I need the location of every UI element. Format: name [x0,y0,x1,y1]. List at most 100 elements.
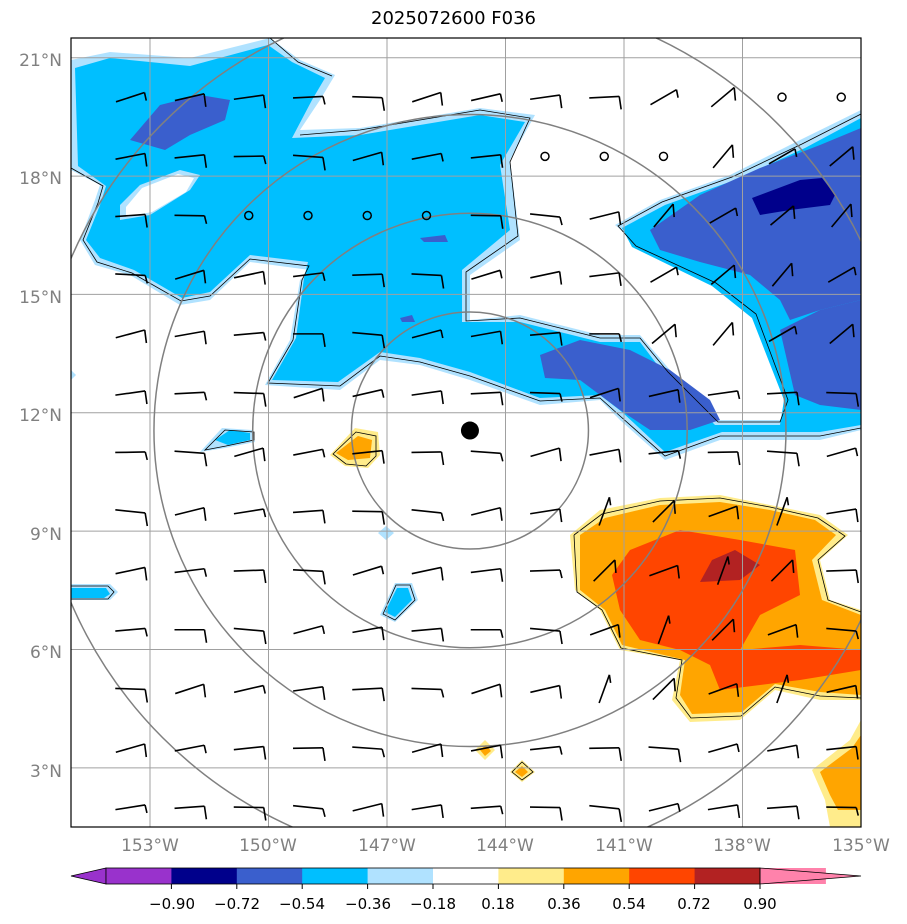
wind-barb [115,451,149,461]
wind-barb [767,623,799,638]
wind-barb [470,330,504,345]
wind-barb [411,329,444,339]
wind-barb [771,262,794,287]
lat-label: 6°N [30,643,62,663]
wind-barb [529,569,563,579]
wind-barb [598,674,612,704]
wind-barb [652,500,676,523]
wind-barb [710,86,737,108]
wind-barb [589,333,623,343]
wind-barb [589,623,621,638]
colorbar-segment [433,868,499,884]
wind-barb [411,566,444,581]
colorbar-tick-label: −0.36 [345,895,391,913]
wind-barb [411,509,445,522]
wind-barb [411,743,444,758]
wind-barb [352,388,385,398]
lon-label: 144°W [476,836,534,856]
wind-barb [352,510,386,525]
lat-label: 3°N [30,762,62,782]
calm-wind-marker [777,92,787,102]
calm-wind-marker [836,92,846,102]
wind-barb [233,806,267,821]
range-ring [153,113,787,748]
contour-lines [71,38,861,781]
wind-barb [292,95,326,105]
colorbar-tick-label: −0.90 [149,895,195,913]
wind-barb [589,747,623,761]
wind-barb [707,390,741,400]
wind-barb [829,323,855,345]
lat-label: 21°N [19,51,62,71]
wind-barb [712,144,735,169]
wind-barb [293,272,326,282]
wind-barb [233,627,267,645]
wind-barb [530,684,563,699]
lat-label: 15°N [19,288,62,308]
wind-barb [470,214,504,229]
graticule [71,38,861,827]
lat-label: 18°N [19,169,62,189]
map-frame [70,37,862,828]
wind-barb [115,390,148,405]
wind-barb [293,387,325,402]
wind-barb [292,747,326,761]
wind-barb [589,211,622,225]
lon-label: 135°W [832,836,890,856]
wind-barb [708,505,740,520]
wind-barb [174,391,208,401]
wind-barb [470,744,504,759]
wind-barb [826,569,859,584]
wind-barb [174,269,207,284]
wind-barb [411,627,445,642]
wind-barb [234,447,266,462]
wind-barb [292,804,326,818]
wind-barb [470,567,504,582]
wind-barb [530,94,563,109]
negative-region-core [75,45,861,452]
wind-barb [352,151,385,166]
wind-barb [352,331,386,349]
calm-wind-marker [244,210,254,221]
wind-barb [292,509,326,524]
wind-barb [352,802,385,817]
wind-barb [174,153,208,168]
storm-center-marker [460,421,479,440]
wind-barb [174,450,208,467]
wind-barb [529,331,563,346]
wind-barb [767,744,800,759]
wind-barb [529,745,563,755]
wind-barb [352,687,385,702]
colorbar-tick-label: 0.18 [481,895,514,913]
wind-barb [710,264,737,285]
wind-barb [829,146,855,167]
colorbar-tick-label: −0.18 [410,895,456,913]
wind-barb [174,93,207,107]
wind-barb [233,684,266,694]
wind-barb [352,95,386,111]
wind-barb [292,154,326,171]
wind-barb [711,618,736,641]
wind-barb [707,451,741,466]
wind-barb [174,744,207,754]
calm-wind-marker [658,151,669,162]
colorbar-segment [629,868,696,884]
colorbar-tick-label: −0.72 [214,895,260,913]
wind-barb [651,323,677,345]
calm-wind-marker [362,210,372,221]
wind-barb [174,628,208,643]
wind-barb [768,325,798,343]
wind-barb [174,330,207,345]
colorbar-segment [563,868,630,884]
wind-barb [826,806,860,816]
wind-barb [174,506,207,521]
wind-barb [826,447,859,458]
wind-barbs [115,86,860,822]
wind-barb [826,627,860,640]
wind-barb [709,207,739,224]
wind-barb [352,626,385,641]
range-ring [251,212,688,649]
wind-barb [826,508,859,523]
wind-barb [470,805,504,815]
lon-label: 138°W [713,836,771,856]
